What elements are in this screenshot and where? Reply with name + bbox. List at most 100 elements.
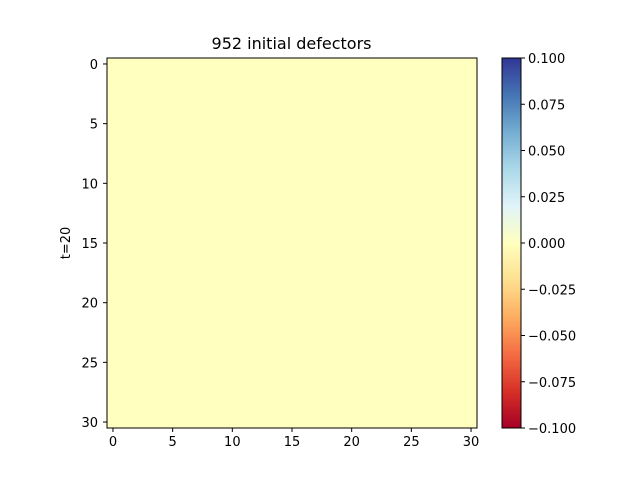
heatmap-cell	[417, 189, 430, 202]
heatmap-cell	[226, 416, 239, 429]
heatmap-cell	[429, 368, 442, 381]
y-tick-label: 10	[81, 177, 98, 192]
heatmap-cell	[286, 117, 299, 131]
heatmap-cell	[154, 93, 168, 107]
heatmap-cell	[238, 81, 251, 95]
heatmap-cell	[118, 93, 132, 107]
heatmap-cell	[309, 93, 323, 107]
heatmap-cell	[453, 320, 466, 333]
heatmap-cell	[297, 225, 311, 238]
heatmap-cell	[130, 189, 144, 202]
heatmap-cell	[357, 368, 370, 381]
heatmap-cell	[345, 392, 359, 405]
x-tick-label: 30	[463, 435, 480, 450]
heatmap-cell	[429, 296, 442, 310]
heatmap-cell	[118, 392, 132, 405]
heatmap-cell	[321, 129, 335, 142]
x-axis: 0 5 10 15 20 25 30	[109, 428, 479, 450]
heatmap-cell	[357, 344, 370, 357]
heatmap-cell	[309, 153, 323, 166]
heatmap-cell	[453, 105, 466, 119]
heatmap-cell	[238, 416, 251, 429]
heatmap-cell	[166, 69, 180, 83]
heatmap-cell	[465, 69, 478, 83]
heatmap-cell	[309, 332, 323, 345]
heatmap-cell	[369, 93, 382, 107]
heatmap-cell	[381, 356, 394, 369]
heatmap-cell	[286, 296, 299, 310]
heatmap-cell	[345, 332, 359, 345]
heatmap-cell	[142, 344, 156, 357]
heatmap-cell	[345, 368, 359, 381]
heatmap-cell	[107, 308, 120, 321]
heatmap-cell	[333, 141, 347, 154]
heatmap-cell	[441, 272, 454, 286]
heatmap-cell	[238, 201, 251, 214]
heatmap-cell	[262, 213, 275, 226]
heatmap-cell	[309, 296, 323, 310]
heatmap-cell	[369, 344, 382, 357]
heatmap-cell	[178, 237, 191, 250]
heatmap-cell	[166, 129, 180, 142]
heatmap-cell	[405, 93, 418, 107]
heatmap-cell	[202, 416, 215, 429]
heatmap-cell	[130, 129, 144, 142]
heatmap-cell	[154, 105, 168, 119]
heatmap-cell	[130, 141, 144, 154]
heatmap-cell	[238, 117, 251, 131]
heatmap-cell	[142, 260, 156, 274]
heatmap-cell	[417, 392, 430, 405]
heatmap-cell	[238, 272, 251, 286]
heatmap-cell	[453, 117, 466, 131]
heatmap-cell	[441, 404, 454, 417]
heatmap-cell	[238, 320, 251, 333]
heatmap-cell	[238, 177, 251, 190]
heatmap-cell	[405, 260, 418, 274]
heatmap-cell	[166, 392, 180, 405]
heatmap-cell	[238, 248, 251, 262]
heatmap-cell	[393, 260, 406, 274]
heatmap-cell	[262, 272, 275, 286]
heatmap-cell	[297, 296, 311, 310]
heatmap-cell	[405, 356, 418, 369]
heatmap-cell	[214, 380, 227, 393]
heatmap-cell	[130, 248, 144, 262]
heatmap-cell	[321, 141, 335, 154]
heatmap-cell	[297, 308, 311, 321]
heatmap-cell	[429, 356, 442, 369]
heatmap-cell	[405, 213, 418, 226]
heatmap-cell	[429, 177, 442, 190]
heatmap-cell	[118, 237, 132, 250]
heatmap-cell	[381, 58, 394, 71]
heatmap-cell	[465, 58, 478, 71]
heatmap-cell	[453, 177, 466, 190]
heatmap-cell	[274, 320, 287, 333]
heatmap-cell	[441, 93, 454, 107]
heatmap-cell	[250, 153, 263, 166]
heatmap-cell	[309, 416, 323, 429]
heatmap-cell	[274, 248, 287, 262]
heatmap-cell	[142, 129, 156, 142]
heatmap-cell	[405, 105, 418, 119]
heatmap-cell	[214, 284, 227, 298]
heatmap-cell	[262, 416, 275, 429]
heatmap-cell	[107, 332, 120, 345]
heatmap-cell	[154, 69, 168, 83]
heatmap-cell	[393, 69, 406, 83]
heatmap-cell	[321, 165, 335, 178]
heatmap-cell	[166, 237, 180, 250]
heatmap-cell	[238, 356, 251, 369]
heatmap-cell	[369, 272, 382, 286]
heatmap-cell	[166, 153, 180, 166]
heatmap-cell	[178, 416, 191, 429]
heatmap-cell	[274, 260, 287, 274]
heatmap-cell	[429, 117, 442, 131]
heatmap-cell	[357, 153, 370, 166]
heatmap-cell	[333, 248, 347, 262]
heatmap-cell	[393, 93, 406, 107]
heatmap-cell	[429, 380, 442, 393]
heatmap-cell	[297, 380, 311, 393]
heatmap-cell	[250, 332, 263, 345]
heatmap-cell	[107, 165, 120, 178]
heatmap-cell	[107, 356, 120, 369]
